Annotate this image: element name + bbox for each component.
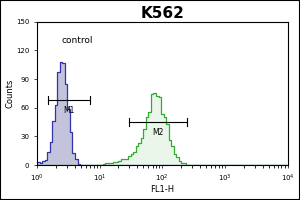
Title: K562: K562 xyxy=(140,6,184,21)
Text: M1: M1 xyxy=(63,106,75,115)
Text: control: control xyxy=(62,36,93,45)
X-axis label: FL1-H: FL1-H xyxy=(150,185,174,194)
Y-axis label: Counts: Counts xyxy=(6,79,15,108)
Text: M2: M2 xyxy=(153,128,164,137)
